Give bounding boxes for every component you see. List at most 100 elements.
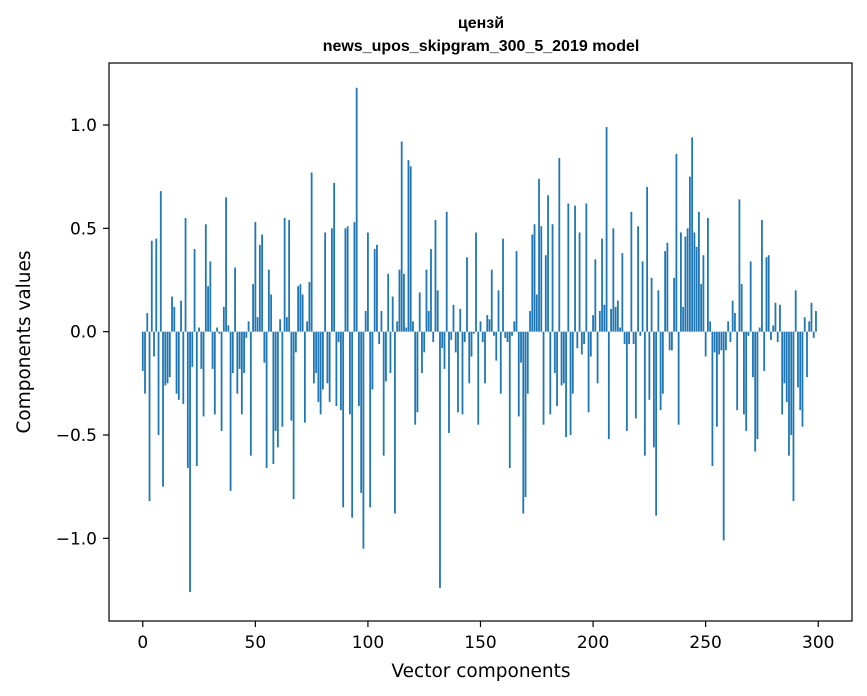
bar [783,331,786,384]
bar [418,292,421,332]
bar [596,331,599,384]
bar [231,331,234,373]
bar [535,294,538,332]
bar [303,331,306,423]
bar [801,331,804,427]
bar [218,331,221,334]
bar [718,331,721,355]
x-tick-label: 0 [137,633,148,653]
bar [643,331,646,456]
bar [423,331,426,353]
bar [745,331,748,431]
bar [526,331,529,394]
bar [333,182,336,332]
bar [155,238,158,332]
bar [396,321,399,332]
y-tick-label: −0.5 [56,426,97,446]
bar [378,331,381,345]
bar [189,331,191,593]
bar [344,228,347,332]
bar [326,331,329,384]
bar [330,228,333,332]
bar [592,315,594,332]
bar [472,331,475,334]
bar [522,331,525,514]
bar [495,331,498,361]
bar [146,313,149,332]
bar [153,331,155,357]
bar [425,269,428,332]
bar [562,331,565,384]
bar [403,273,405,332]
bar [261,234,264,332]
bar [204,224,207,332]
bar [508,331,511,469]
bar [767,255,770,332]
bar [652,331,655,448]
bar [234,267,236,332]
bar [670,331,673,351]
bar [373,249,376,332]
y-axis-ticks: −1.0 −0.5 0.0 0.5 1.0 [56,116,109,549]
bar [436,290,439,332]
bar [725,331,727,351]
bar [704,331,707,357]
bar [412,321,414,332]
bar [358,331,360,407]
bar [463,331,466,342]
bar [529,311,531,332]
bar [650,277,653,332]
bar [493,331,495,336]
bar [182,331,185,404]
bar [371,331,374,390]
bar [171,296,173,332]
bar [736,331,739,411]
bar [173,306,176,332]
bar [369,331,372,508]
bar [709,321,712,332]
bar [470,331,473,357]
bar [486,315,489,332]
bar [727,321,730,332]
bar [556,331,558,407]
bar [797,331,799,388]
bar [186,331,189,469]
bar [520,331,522,363]
bar [439,331,441,588]
bar [157,331,160,435]
bar [661,331,664,394]
bar [812,331,815,338]
bar [697,211,700,332]
bar [619,327,621,332]
bar [306,321,309,332]
bar [477,331,480,425]
bar [236,331,239,394]
bar [686,228,689,332]
bar [285,317,288,332]
bar [308,282,311,332]
bar [409,166,412,332]
bar [441,331,444,349]
bar [335,331,338,407]
bar [294,331,297,353]
bar [657,290,660,332]
bar [324,232,327,332]
bar [180,300,182,332]
bar [432,331,435,342]
bar [299,284,302,332]
bar [625,331,628,431]
bar [711,331,714,466]
bar [788,331,790,456]
bar [360,331,363,493]
bar [164,331,167,386]
x-tick-label: 50 [245,633,267,653]
bar [434,220,437,332]
bar [256,317,259,332]
bar [166,331,169,384]
bar [499,331,502,394]
bar [484,331,486,384]
bar [346,226,349,332]
bar [281,331,284,427]
bar [607,331,610,440]
